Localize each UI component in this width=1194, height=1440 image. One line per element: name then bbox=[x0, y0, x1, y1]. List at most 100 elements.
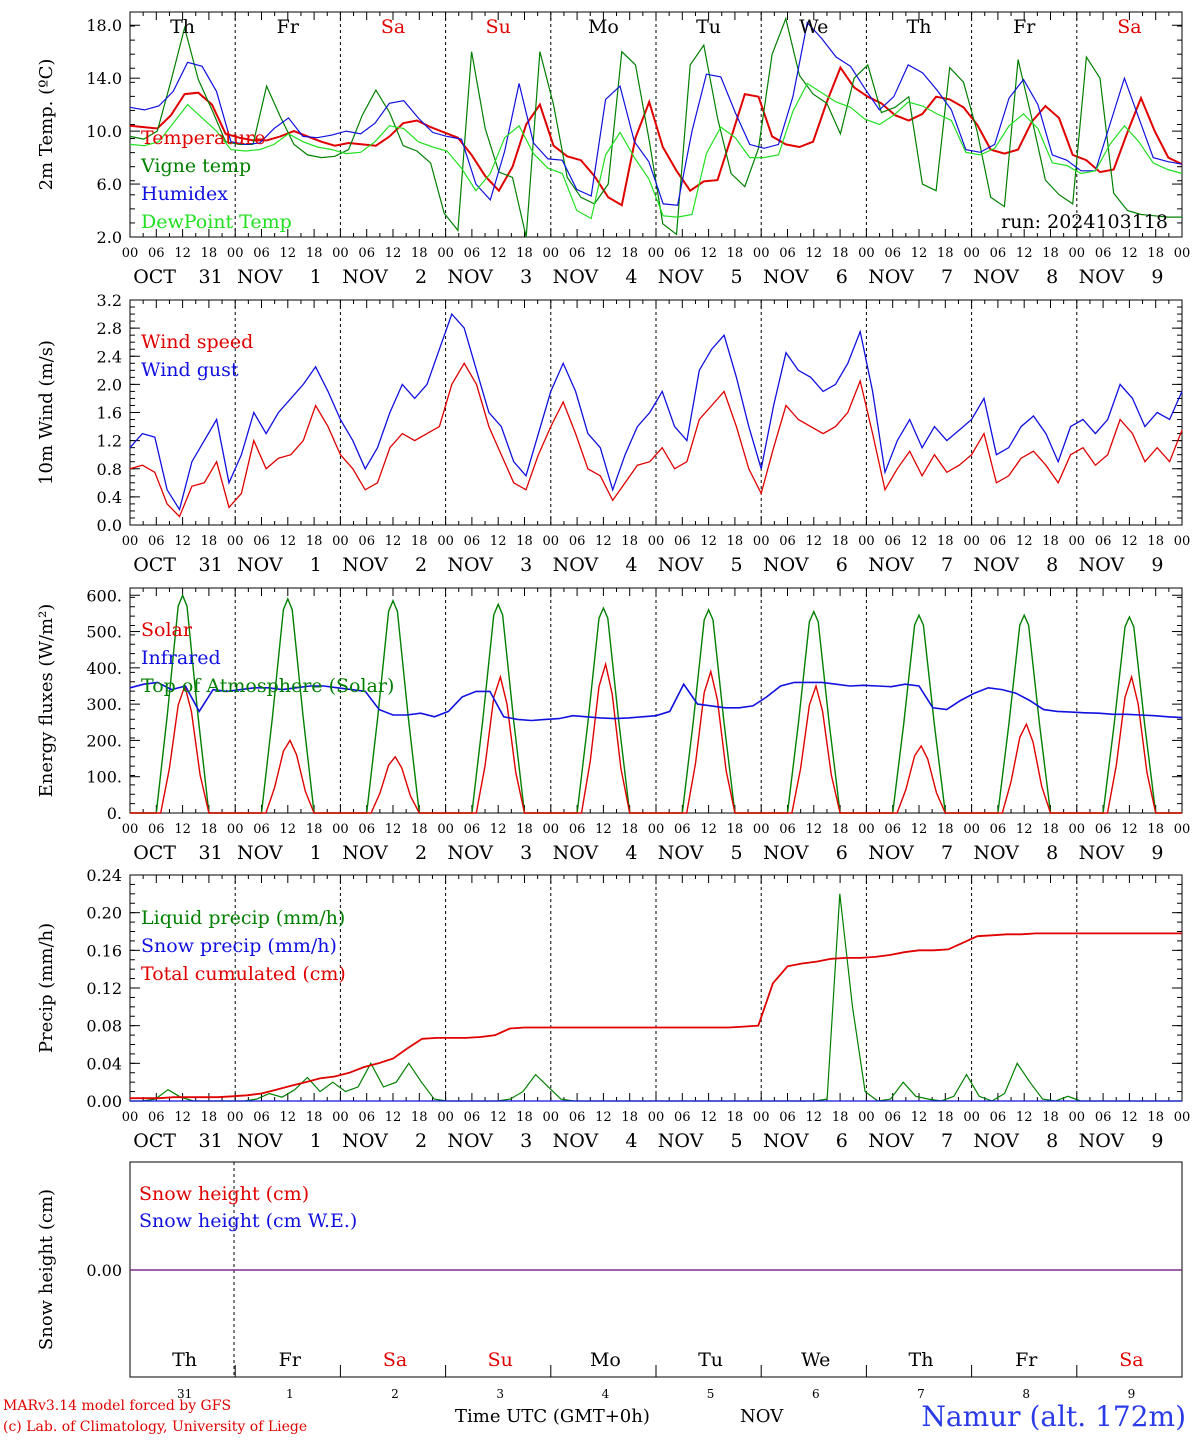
hour-tick-label: 06 bbox=[358, 246, 375, 261]
date-tick-label: 4 bbox=[625, 1130, 637, 1152]
hour-tick-label: 18 bbox=[201, 534, 218, 549]
month-tick-label: NOV bbox=[763, 554, 809, 576]
month-tick-label: NOV bbox=[1079, 266, 1125, 288]
date-tick-label: 5 bbox=[707, 1387, 715, 1401]
month-tick-label: NOV bbox=[237, 1130, 283, 1152]
date-tick-label: 2 bbox=[415, 842, 427, 864]
date-tick-label: 4 bbox=[625, 554, 637, 576]
date-tick-label: 31 bbox=[199, 1130, 223, 1152]
hour-tick-label: 06 bbox=[253, 534, 270, 549]
month-tick-label: NOV bbox=[763, 266, 809, 288]
weekday-label: Mo bbox=[590, 1349, 621, 1371]
hour-tick-label: 00 bbox=[122, 246, 139, 261]
time-axis-title: Time UTC (GMT+0h) bbox=[455, 1406, 650, 1427]
hour-tick-label: 00 bbox=[1069, 1110, 1086, 1125]
hour-tick-label: 18 bbox=[1147, 822, 1164, 837]
hour-tick-label: 06 bbox=[990, 1110, 1007, 1125]
hour-tick-label: 18 bbox=[727, 246, 744, 261]
hour-tick-label: 06 bbox=[1095, 822, 1112, 837]
weekday-label: Sa bbox=[383, 1349, 407, 1371]
hour-tick-label: 12 bbox=[174, 534, 191, 549]
date-tick-label: 8 bbox=[1046, 842, 1058, 864]
date-tick-label: 7 bbox=[941, 1130, 953, 1152]
hour-tick-label: 18 bbox=[1147, 1110, 1164, 1125]
legend-entry: Total cumulated (cm) bbox=[141, 963, 346, 985]
hour-tick-label: 12 bbox=[1016, 534, 1033, 549]
y-tick-label: 10.0 bbox=[86, 122, 122, 141]
hour-tick-label: 18 bbox=[727, 822, 744, 837]
y-axis-label: Snow height (cm) bbox=[36, 1189, 57, 1350]
y-tick-label: 0.12 bbox=[86, 979, 122, 998]
hour-tick-label: 12 bbox=[1121, 1110, 1138, 1125]
date-tick-label: 5 bbox=[731, 1130, 743, 1152]
month-tick-label: NOV bbox=[973, 842, 1019, 864]
date-tick-label: 9 bbox=[1151, 554, 1163, 576]
hour-tick-label: 18 bbox=[411, 822, 428, 837]
y-tick-label: 0.0 bbox=[97, 516, 122, 535]
hour-tick-label: 00 bbox=[332, 534, 349, 549]
month-tick-label: NOV bbox=[342, 266, 388, 288]
hour-tick-label: 12 bbox=[385, 1110, 402, 1125]
hour-tick-label: 00 bbox=[858, 822, 875, 837]
hour-tick-label: 18 bbox=[411, 534, 428, 549]
hour-tick-label: 18 bbox=[621, 246, 638, 261]
hour-tick-label: 06 bbox=[779, 1110, 796, 1125]
month-tick-label: NOV bbox=[1079, 554, 1125, 576]
date-tick-label: 4 bbox=[625, 842, 637, 864]
hour-tick-label: 12 bbox=[385, 822, 402, 837]
hour-tick-label: 12 bbox=[700, 822, 717, 837]
hour-tick-label: 18 bbox=[832, 534, 849, 549]
y-tick-label: 100. bbox=[86, 768, 122, 787]
date-tick-label: 6 bbox=[836, 1130, 848, 1152]
y-tick-label: 2.8 bbox=[97, 319, 122, 338]
date-tick-label: 2 bbox=[391, 1387, 399, 1401]
hour-tick-label: 18 bbox=[411, 1110, 428, 1125]
hour-tick-label: 06 bbox=[358, 822, 375, 837]
hour-tick-label: 18 bbox=[201, 822, 218, 837]
y-tick-label: 2.0 bbox=[97, 228, 122, 247]
hour-tick-label: 12 bbox=[1016, 1110, 1033, 1125]
hour-tick-label: 00 bbox=[543, 1110, 560, 1125]
weekday-label: Th bbox=[909, 1349, 934, 1371]
hour-tick-label: 18 bbox=[832, 822, 849, 837]
hour-tick-label: 18 bbox=[1042, 822, 1059, 837]
hour-tick-label: 18 bbox=[621, 1110, 638, 1125]
month-tick-label: OCT bbox=[133, 266, 176, 288]
y-tick-label: 0.00 bbox=[86, 1092, 122, 1111]
hour-tick-label: 06 bbox=[148, 1110, 165, 1125]
hour-tick-label: 12 bbox=[490, 822, 507, 837]
hour-tick-label: 18 bbox=[201, 246, 218, 261]
hour-tick-label: 06 bbox=[148, 534, 165, 549]
legend-entry: Solar bbox=[141, 619, 193, 641]
hour-tick-label: 00 bbox=[332, 246, 349, 261]
hour-tick-label: 18 bbox=[621, 822, 638, 837]
y-tick-label: 0.8 bbox=[97, 460, 122, 479]
hour-tick-label: 00 bbox=[122, 1110, 139, 1125]
hour-tick-label: 00 bbox=[858, 1110, 875, 1125]
weekday-label: Th bbox=[907, 16, 932, 38]
month-tick-label: NOV bbox=[973, 266, 1019, 288]
hour-tick-label: 12 bbox=[1121, 534, 1138, 549]
hour-tick-label: 00 bbox=[1174, 1110, 1191, 1125]
hour-tick-label: 00 bbox=[227, 1110, 244, 1125]
hour-tick-label: 12 bbox=[280, 246, 297, 261]
date-tick-label: 31 bbox=[199, 266, 223, 288]
date-tick-label: 1 bbox=[286, 1387, 294, 1401]
y-tick-label: 500. bbox=[86, 623, 122, 642]
date-tick-label: 1 bbox=[310, 1130, 322, 1152]
month-tick-label: NOV bbox=[763, 1130, 809, 1152]
hour-tick-label: 18 bbox=[621, 534, 638, 549]
y-tick-label: 0.04 bbox=[86, 1054, 122, 1073]
hour-tick-label: 06 bbox=[779, 246, 796, 261]
series-line bbox=[129, 82, 1183, 220]
panel-2: 10m Wind (m/s) 0.0 0.4 0.8 1.2 1.6 2.0 2.4 2.8 3.… bbox=[36, 291, 1190, 576]
hour-tick-label: 18 bbox=[727, 534, 744, 549]
hour-tick-label: 00 bbox=[227, 534, 244, 549]
weekday-label: Sa bbox=[1119, 1349, 1143, 1371]
y-tick-label: 0.4 bbox=[97, 488, 122, 507]
hour-tick-label: 18 bbox=[1042, 534, 1059, 549]
hour-tick-label: 00 bbox=[858, 534, 875, 549]
hour-tick-label: 00 bbox=[753, 822, 770, 837]
hour-tick-label: 06 bbox=[358, 534, 375, 549]
hour-tick-label: 06 bbox=[464, 246, 481, 261]
